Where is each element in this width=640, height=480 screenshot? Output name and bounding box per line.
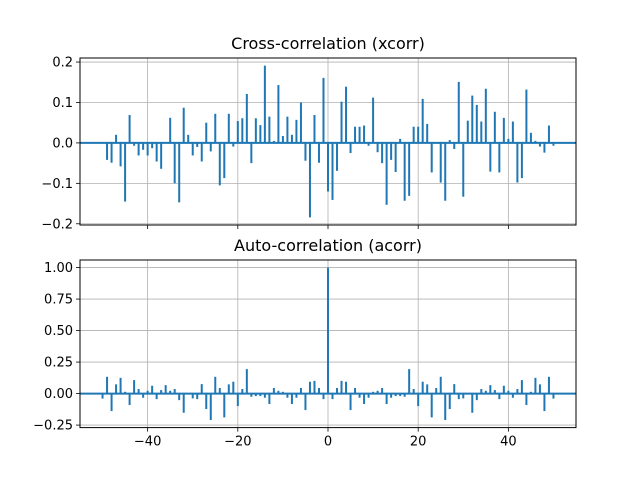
- xcorr-axes: 0.2 0.1 0.0 −0.1 −0.2 Cross-correlation (xcor…: [41, 34, 577, 232]
- y-tick-label: −0.1: [41, 177, 73, 192]
- y-tick-label: −0.25: [33, 419, 73, 434]
- y-tick-label: 0.1: [52, 96, 73, 111]
- x-tick-label: 0: [324, 435, 332, 450]
- y-tick-label: 0.75: [44, 293, 73, 308]
- y-tick-label: 0.50: [44, 324, 73, 339]
- chart-title: Cross-correlation (xcorr): [231, 34, 425, 53]
- y-tick-label: 0.0: [52, 136, 73, 151]
- y-tick-label: 0.00: [44, 387, 73, 402]
- chart-title: Auto-correlation (acorr): [234, 236, 422, 255]
- x-tick-label: −20: [224, 435, 251, 450]
- y-tick-label: 0.25: [44, 356, 73, 371]
- acorr-axes: −40 −20 0 20 40 1.00 0.75 0.50 0.25 0.00 −0.25 Auto…: [33, 236, 577, 450]
- x-tick-label: 40: [500, 435, 517, 450]
- x-tick-label: −40: [134, 435, 161, 450]
- x-tick-label: 20: [410, 435, 427, 450]
- y-tick-label: 0.2: [52, 56, 73, 71]
- y-tick-label: 1.00: [44, 261, 73, 276]
- y-tick-label: −0.2: [41, 217, 73, 232]
